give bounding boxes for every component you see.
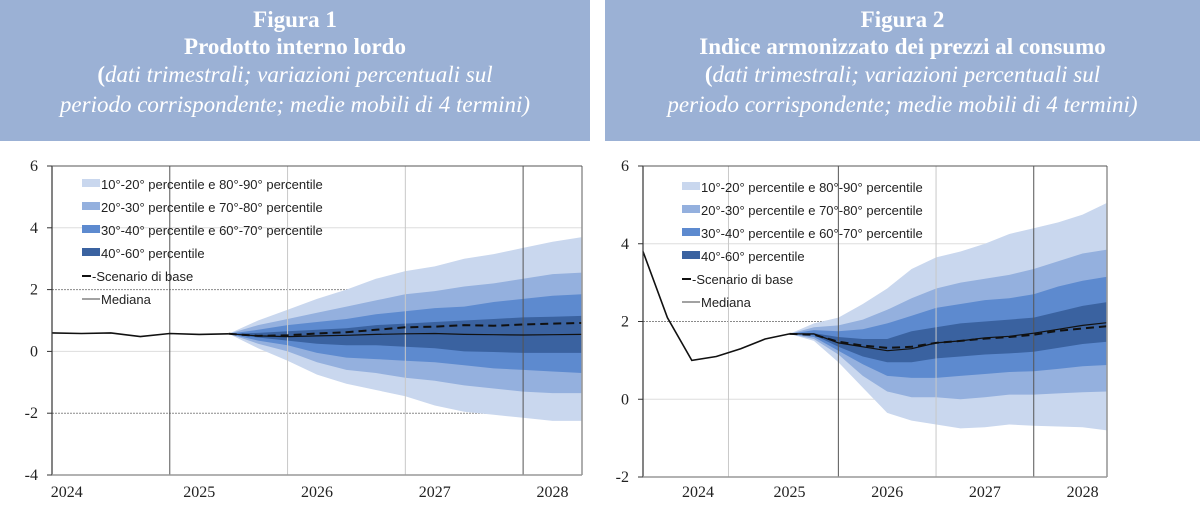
figure-2-title: Indice armonizzato dei prezzi al consumo [699,34,1106,59]
figure-1-label: Figura 1 [253,7,337,32]
history-line [642,251,790,362]
figure-1-panel: Figura 1 Prodotto interno lordo (dati tr… [0,0,590,517]
legend-swatch [82,202,100,210]
legend-label: 20°-30° percentile e 70°-80° percentile [701,203,923,218]
x-tick-label: 2025 [774,484,806,501]
y-tick-label: 6 [621,158,629,175]
figure-2-panel: Figura 2 Indice armonizzato dei prezzi a… [605,0,1200,517]
baseline-scenario-line [228,322,583,337]
y-tick-label: 2 [621,314,629,331]
legend-item: 20°-30° percentile e 70°-80° percentile [82,200,323,215]
history-line [51,332,229,338]
chart-1: -4 -2 0 2 4 6 2024 2025 2026 2027 2028 10°-20° perc… [25,158,583,501]
legend-label: 10°-20° percentile e 80°-90° percentile [101,177,323,192]
y-tick-label: -2 [25,405,38,422]
legend-swatch [82,248,100,256]
figure-2-subtitle-line-2: periodo corrispondente; medie mobili di … [667,92,1138,117]
legend-label: 40°-60° percentile [701,249,805,264]
legend-item: Mediana [82,292,152,307]
figure-2-subtitle-line-1: (dati trimestrali; variazioni percentual… [704,62,1101,87]
baseline-scenario-line [789,325,1108,349]
legend-label: 30°-40° percentile e 60°-70° percentile [701,226,923,241]
x-tick-label: 2026 [301,484,333,501]
y-tick-label: 4 [30,220,38,237]
figure-1-title: Prodotto interno lordo [184,34,406,59]
legend-item: 30°-40° percentile e 60°-70° percentile [82,223,323,238]
x-tick-label: 2024 [51,484,83,501]
legend-swatch [682,205,700,213]
y-tick-label: 0 [30,343,38,360]
y-tick-label: 2 [30,282,38,299]
x-tick-label: 2024 [682,484,714,501]
figure-2-title-box: Figura 2 Indice armonizzato dei prezzi a… [605,0,1200,141]
legend-label: 30°-40° percentile e 60°-70° percentile [101,223,323,238]
x-tick-label: 2026 [871,484,903,501]
legend-swatch [82,179,100,187]
legend-item: -Scenario di base [682,272,793,287]
legend-item: 10°-20° percentile e 80°-90° percentile [82,177,323,192]
figure-2-label: Figura 2 [860,7,945,32]
x-tick-label: 2027 [969,484,1001,501]
legend-item: 40°-60° percentile [682,249,805,264]
legend-label: Mediana [701,295,752,310]
legend: 10°-20° percentile e 80°-90° percentile 2… [82,177,323,307]
legend: 10°-20° percentile e 80°-90° percentile 2… [682,180,923,310]
x-tick-label: 2025 [183,484,215,501]
legend-item: 20°-30° percentile e 70°-80° percentile [682,203,923,218]
y-tick-label: 6 [30,158,38,175]
chart-2: -2 0 2 4 6 2024 2025 2026 2027 2028 10°-20° percen… [616,158,1108,501]
figure-1-title-box: Figura 1 Prodotto interno lordo (dati tr… [0,0,590,141]
legend-label: -Scenario di base [692,272,793,287]
legend-swatch [682,251,700,259]
x-tick-label: 2028 [1067,484,1099,501]
median-line [228,332,583,338]
legend-item: -Scenario di base [82,269,193,284]
legend-swatch [82,225,100,233]
legend-label: 40°-60° percentile [101,246,205,261]
legend-swatch [682,182,700,190]
x-tick-label: 2027 [419,484,451,501]
figure-1-subtitle-line-1: (dati trimestrali; variazioni percentual… [97,62,493,87]
legend-label: 20°-30° percentile e 70°-80° percentile [101,200,323,215]
legend-label: Mediana [101,292,152,307]
legend-label: -Scenario di base [92,269,193,284]
y-tick-label: -2 [616,469,629,486]
legend-item: 10°-20° percentile e 80°-90° percentile [682,180,923,195]
y-tick-label: 4 [621,236,629,253]
legend-item: 40°-60° percentile [82,246,205,261]
figure-1-subtitle-line-2: periodo corrispondente; medie mobili di … [59,92,531,117]
legend-swatch [682,228,700,236]
legend-item: Mediana [682,295,752,310]
y-tick-label: 0 [621,391,629,408]
legend-item: 30°-40° percentile e 60°-70° percentile [682,226,923,241]
y-tick-label: -4 [25,467,38,484]
legend-label: 10°-20° percentile e 80°-90° percentile [701,180,923,195]
x-tick-label: 2028 [537,484,569,501]
